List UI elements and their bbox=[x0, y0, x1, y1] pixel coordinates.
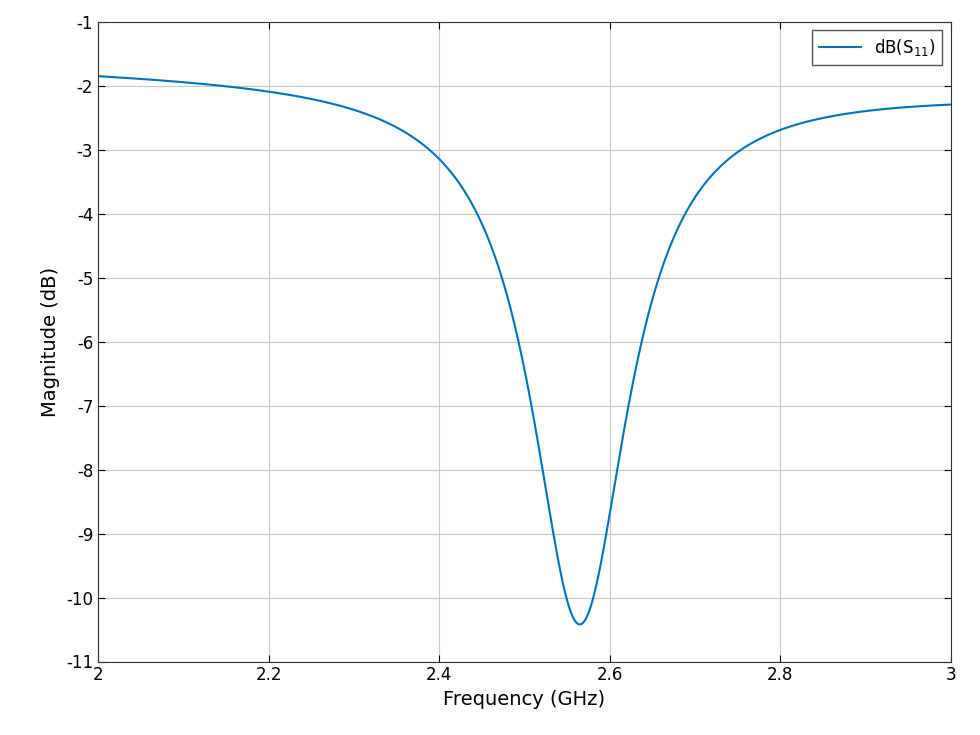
Y-axis label: Magnitude (dB): Magnitude (dB) bbox=[41, 267, 61, 417]
Legend: dB(S$_{11}$): dB(S$_{11}$) bbox=[812, 30, 942, 65]
X-axis label: Frequency (GHz): Frequency (GHz) bbox=[443, 690, 606, 709]
